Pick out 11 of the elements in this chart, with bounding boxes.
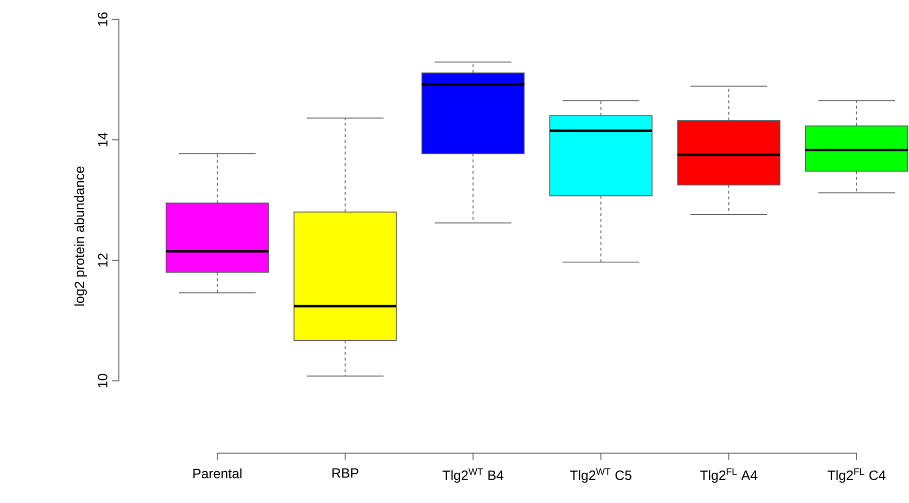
x-tick-label: Tlg2$^{WT}$ B4 [442, 468, 504, 483]
x-tick-label: Tlg2$^{WT}$ C5 [570, 468, 632, 483]
y-tick-label: 14 [98, 132, 108, 146]
x-tick-label: Tlg2$^{FL}$ C4 [828, 468, 886, 483]
y-tick-label: 12 [98, 253, 108, 267]
y-tick-label: 10 [98, 374, 108, 388]
y-tick-label: 16 [98, 12, 108, 26]
x-tick-label: Tlg2$^{FL}$ A4 [700, 468, 758, 483]
y-axis-title: log2 protein abundance [74, 166, 87, 306]
x-tick-label: Parental [193, 468, 242, 478]
x-tick-label: RBP [332, 468, 358, 478]
